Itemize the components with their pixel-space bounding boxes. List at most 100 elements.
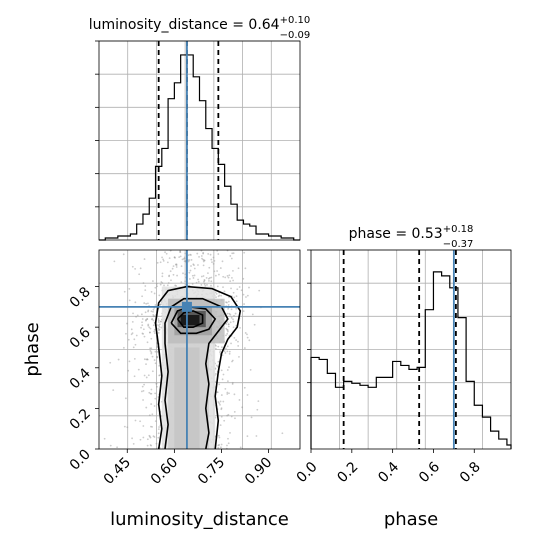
scatter-point: [224, 388, 227, 390]
scatter-point: [227, 325, 230, 328]
scatter-point: [206, 284, 208, 286]
scatter-point: [141, 318, 144, 320]
scatter-point: [219, 400, 222, 403]
scatter-point: [133, 375, 136, 378]
scatter-point: [165, 252, 168, 255]
scatter-point: [141, 321, 143, 324]
scatter-point: [155, 382, 158, 385]
scatter-point: [200, 255, 203, 257]
scatter-point: [246, 394, 249, 396]
scatter-point: [154, 304, 157, 306]
scatter-point: [176, 274, 178, 277]
scatter-point: [246, 333, 248, 336]
scatter-point: [132, 346, 135, 349]
twod-ytick-label-0: 0.0: [67, 447, 94, 474]
scatter-point: [148, 434, 151, 437]
scatter-point: [147, 324, 150, 327]
scatter-point: [190, 259, 193, 261]
scatter-point: [157, 327, 160, 330]
scatter-point: [214, 372, 217, 375]
scatter-point: [182, 272, 184, 275]
hist-title-main: phase = 0.53: [349, 226, 443, 242]
scatter-point: [227, 323, 230, 326]
scatter-point: [113, 260, 116, 263]
hist-title-minus: −0.37: [443, 239, 474, 250]
scatter-point: [152, 324, 155, 327]
scatter-point: [219, 267, 222, 269]
scatter-point: [134, 343, 137, 346]
scatter-point: [150, 318, 153, 321]
scatter-point: [232, 326, 235, 329]
scatter-point: [242, 277, 245, 280]
scatter-point: [217, 434, 220, 437]
scatter-point: [157, 321, 160, 324]
scatter-point: [168, 275, 170, 278]
scatter-point: [161, 256, 163, 259]
twod-xtick-label-3: 0.90: [242, 455, 275, 488]
scatter-point: [193, 267, 196, 270]
scatter-point: [197, 278, 200, 281]
hist-title: luminosity_distance = 0.64+0.10: [89, 15, 310, 33]
scatter-point: [144, 285, 147, 287]
scatter-point: [246, 294, 249, 297]
scatter-point: [148, 326, 151, 329]
scatter-point: [235, 307, 238, 310]
scatter-point: [218, 294, 221, 297]
scatter-point: [147, 302, 149, 305]
scatter-point: [214, 274, 217, 277]
scatter-point: [233, 410, 236, 413]
scatter-point: [226, 380, 229, 383]
scatter-point: [158, 328, 161, 331]
scatter-point: [154, 397, 157, 400]
twod-ytick-label-3: 0.6: [67, 325, 94, 352]
scatter-point: [160, 281, 163, 283]
scatter-point: [230, 316, 233, 319]
scatter-point: [228, 352, 231, 355]
twod-ytick-label-4: 0.8: [67, 284, 94, 311]
scatter-point: [222, 400, 225, 403]
scatter-point: [145, 376, 148, 379]
scatter-point: [230, 287, 232, 290]
scatter-point: [238, 355, 240, 358]
scatter-point: [162, 258, 165, 261]
contour-line-0: [154, 285, 242, 450]
scatter-point: [225, 327, 228, 330]
scatter-point: [134, 301, 137, 304]
scatter-point: [142, 282, 145, 284]
scatter-point: [180, 265, 183, 268]
scatter-point: [158, 364, 161, 367]
twod-xtick-label-0: 0.45: [101, 455, 134, 488]
scatter-point: [220, 394, 223, 396]
scatter-point: [137, 368, 140, 371]
scatter-point: [109, 361, 112, 364]
scatter-point: [132, 442, 135, 445]
scatter-point: [249, 368, 252, 371]
scatter-point: [220, 407, 223, 410]
scatter-point: [156, 261, 159, 264]
scatter-point: [149, 436, 152, 439]
scatter-point: [152, 435, 155, 438]
scatter-point: [158, 426, 160, 428]
scatter-point: [184, 280, 187, 283]
scatter-point: [228, 274, 231, 277]
scatter-point: [227, 437, 229, 440]
scatter-point: [154, 420, 157, 423]
scatter-point: [242, 293, 245, 296]
scatter-point: [233, 314, 235, 317]
scatter-point: [182, 257, 185, 260]
scatter-point: [146, 438, 149, 441]
scatter-point: [212, 262, 215, 265]
scatter-point: [213, 260, 216, 262]
twod-xlabel: luminosity_distance: [110, 509, 289, 530]
scatter-point: [128, 299, 131, 302]
scatter-point: [216, 391, 219, 394]
scatter-point: [133, 357, 136, 360]
contour-line-1: [164, 297, 229, 450]
scatter-point: [139, 438, 142, 441]
scatter-point: [231, 381, 234, 384]
scatter-point: [143, 358, 146, 361]
scatter-point: [153, 405, 156, 407]
scatter-point: [232, 318, 234, 321]
scatter-point: [217, 345, 220, 348]
twod-ylabel: phase: [22, 322, 43, 376]
